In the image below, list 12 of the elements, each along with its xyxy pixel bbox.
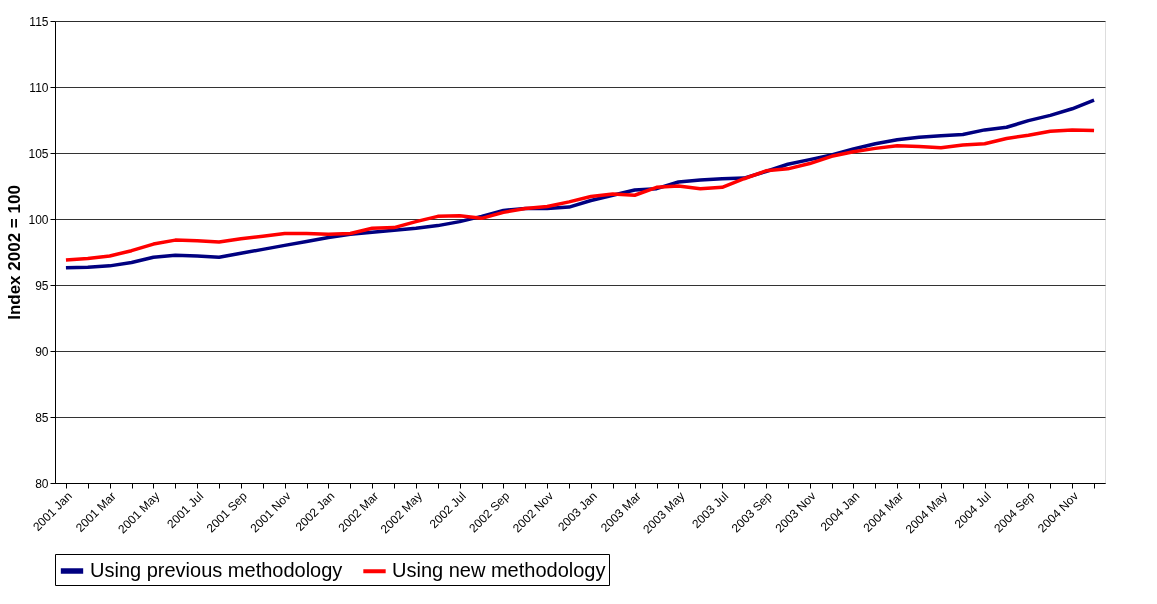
- line-series: [64, 128, 1096, 262]
- y-tick-label: 115: [29, 14, 49, 29]
- y-axis-title: Index 2002 = 100: [5, 185, 25, 320]
- y-tick-label: 80: [35, 476, 49, 491]
- y-tick-label: 90: [35, 344, 49, 359]
- y-tick-label: 100: [28, 212, 49, 227]
- legend-label: Using previous methodology: [90, 559, 343, 581]
- y-tick-label: 110: [29, 80, 49, 95]
- y-tick-label: 85: [35, 410, 49, 425]
- legend-label: Using new methodology: [392, 559, 606, 582]
- y-tick-label: 95: [35, 278, 49, 293]
- y-tick-label: 105: [28, 146, 49, 161]
